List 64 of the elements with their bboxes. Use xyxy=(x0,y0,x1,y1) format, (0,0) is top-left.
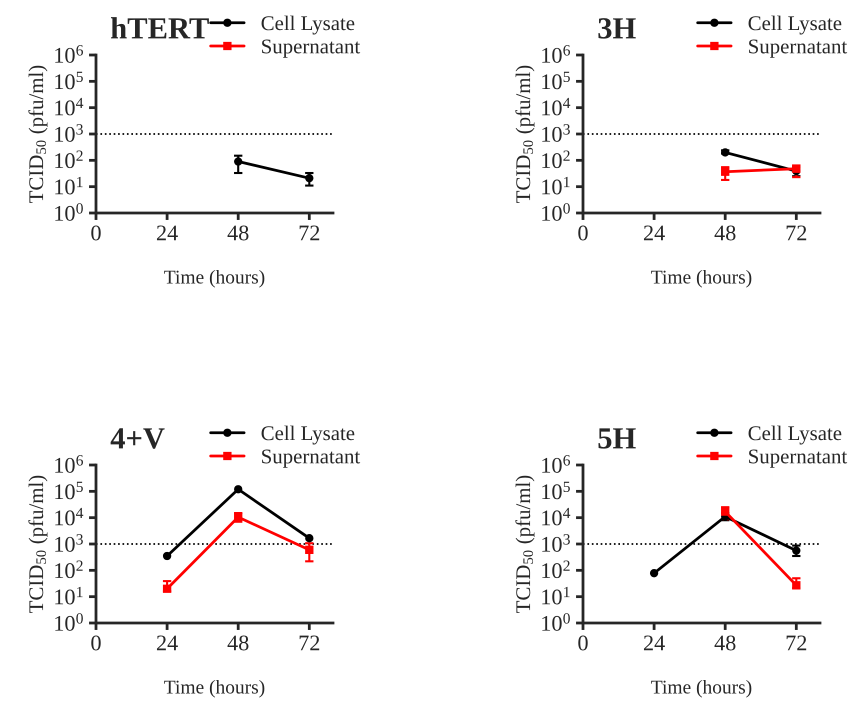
x-tick-label: 0 xyxy=(91,635,101,650)
y-tick-label: 10$^{0}$ xyxy=(55,203,83,221)
y-tick-label: 10$^{2}$ xyxy=(55,560,83,578)
chart-title: 4+V xyxy=(110,428,165,449)
x-axis-title: Time (hours) xyxy=(651,270,752,288)
y-tick-label: 10$^{3}$ xyxy=(55,124,83,142)
legend-label: Supernatant xyxy=(262,449,360,468)
x-tick-label: 72 xyxy=(300,636,320,650)
y-tick-label: 10$^{4}$ xyxy=(542,508,570,526)
y-tick-label: 10$^{3}$ xyxy=(55,534,83,552)
x-tick-label: 24 xyxy=(644,636,665,650)
chart-title: 5H xyxy=(598,428,636,449)
x-tick-label: 48 xyxy=(714,635,736,650)
x-tick-label: 0 xyxy=(578,635,588,650)
chart-title: hTERT xyxy=(110,17,209,38)
y-axis-title: TCID$_{50}$ (pfu/ml) xyxy=(28,66,48,203)
y-tick-label: 10$^{3}$ xyxy=(542,124,570,142)
x-tick-label: 24 xyxy=(644,226,665,240)
y-tick-label: 10$^{3}$ xyxy=(542,534,570,552)
y-tick-label: 10$^{6}$ xyxy=(55,45,84,63)
x-axis-title: Time (hours) xyxy=(164,680,264,698)
x-tick-label: 48 xyxy=(228,635,248,650)
x-tick-label: 24 xyxy=(156,226,178,240)
y-tick-label: 10$^{1}$ xyxy=(542,586,570,604)
legend-label: Supernatant xyxy=(262,39,360,58)
legend-label: Cell Lysate xyxy=(262,16,354,35)
chart-title: 3H xyxy=(598,18,636,39)
y-axis-title: TCID$_{50}$ (pfu/ml) xyxy=(515,66,534,203)
y-tick-label: 10$^{2}$ xyxy=(55,150,83,168)
x-axis-title: Time (hours) xyxy=(164,270,264,288)
y-tick-label: 10$^{5}$ xyxy=(55,482,83,500)
y-tick-label: 10$^{0}$ xyxy=(542,613,570,631)
y-tick-label: 10$^{4}$ xyxy=(55,508,84,526)
y-tick-label: 10$^{2}$ xyxy=(542,150,570,168)
x-tick-label: 48 xyxy=(714,225,736,240)
x-tick-label: 24 xyxy=(156,636,178,650)
x-tick-label: 0 xyxy=(91,225,101,240)
y-tick-label: 10$^{4}$ xyxy=(55,98,84,116)
x-tick-label: 72 xyxy=(786,226,806,240)
x-axis-title: Time (hours) xyxy=(651,680,752,698)
legend-label: Supernatant xyxy=(749,39,848,58)
y-tick-label: 10$^{0}$ xyxy=(542,203,570,221)
legend-label: Cell Lysate xyxy=(262,426,354,445)
y-tick-label: 10$^{6}$ xyxy=(542,45,570,63)
y-tick-label: 10$^{2}$ xyxy=(542,560,570,578)
y-tick-label: 10$^{1}$ xyxy=(55,176,83,194)
y-axis-title: TCID$_{50}$ (pfu/ml) xyxy=(515,476,534,613)
x-tick-label: 72 xyxy=(786,636,806,650)
legend-label: Cell Lysate xyxy=(748,16,842,35)
y-axis-title: TCID$_{50}$ (pfu/ml) xyxy=(28,476,48,613)
legend-label: Supernatant xyxy=(749,449,848,468)
y-tick-label: 10$^{4}$ xyxy=(542,98,570,116)
x-tick-label: 0 xyxy=(578,225,588,240)
y-tick-label: 10$^{0}$ xyxy=(55,613,83,631)
y-tick-label: 10$^{6}$ xyxy=(55,455,84,473)
y-tick-label: 10$^{1}$ xyxy=(55,586,83,604)
legend-label: Cell Lysate xyxy=(748,426,842,445)
y-tick-label: 10$^{1}$ xyxy=(542,176,570,194)
y-tick-label: 10$^{5}$ xyxy=(542,72,570,90)
y-tick-label: 10$^{5}$ xyxy=(542,482,570,500)
y-tick-label: 10$^{5}$ xyxy=(55,72,83,90)
y-tick-label: 10$^{6}$ xyxy=(542,455,570,473)
x-tick-label: 72 xyxy=(300,226,320,240)
x-tick-label: 48 xyxy=(228,225,248,240)
